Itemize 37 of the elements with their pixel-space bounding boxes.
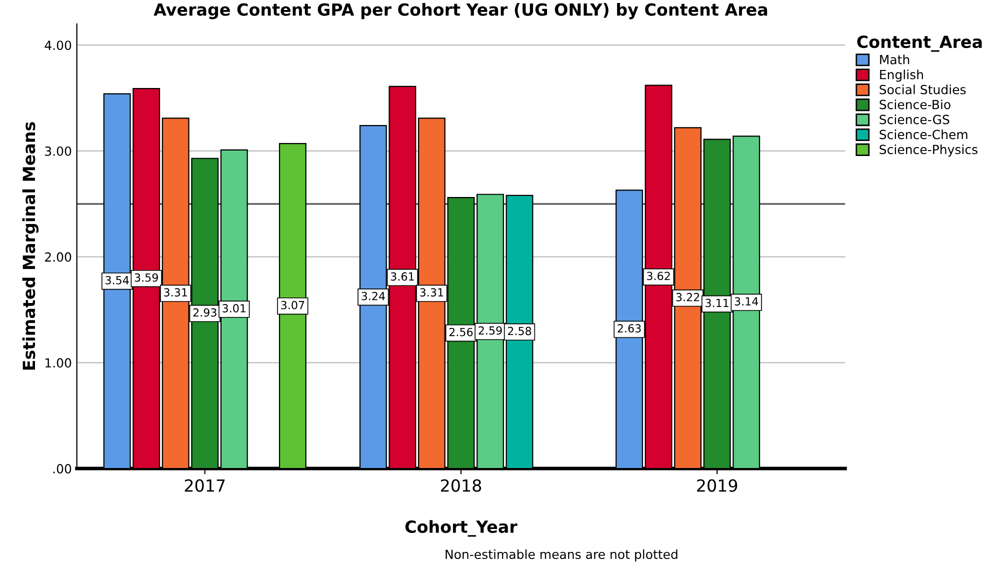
legend-label: Science-GS [880, 114, 950, 124]
x-tick-label: 2018 [440, 479, 482, 492]
data-label: 2.59 [478, 326, 502, 335]
data-label: 3.62 [647, 272, 670, 280]
y-axis-title: Estimated Marginal Means [22, 122, 39, 370]
y-tick-label: 1.00 [46, 358, 72, 368]
data-label: 3.22 [676, 292, 700, 302]
data-label: 2.63 [618, 324, 641, 333]
data-label: 2.56 [449, 328, 473, 336]
legend-label: Science-Chem [880, 130, 968, 140]
data-label: 2.93 [193, 308, 216, 317]
data-label: 3.01 [222, 304, 246, 312]
y-tick-label: .00 [53, 464, 72, 474]
x-tick-label: 2017 [184, 479, 225, 492]
data-label: 3.24 [362, 292, 385, 300]
legend-label: Science-Physics [880, 144, 978, 157]
data-label: 3.31 [164, 288, 187, 297]
legend-label: English [880, 70, 923, 82]
x-axis-title: Cohort_Year [405, 520, 518, 537]
data-label: 3.54 [106, 276, 129, 284]
data-label: 3.59 [134, 273, 158, 282]
legend-label: Math [880, 54, 910, 64]
data-label: 3.07 [281, 300, 304, 310]
data-label: 3.61 [390, 272, 414, 281]
x-tick-label: 2019 [697, 479, 738, 492]
data-label: 2.58 [508, 326, 532, 336]
data-label: 3.14 [734, 297, 758, 306]
y-tick-label: 3.00 [45, 146, 72, 156]
y-tick-label: 4.00 [44, 40, 72, 50]
text: Non-estimable means are not plotted [446, 549, 678, 562]
data-label: 3.31 [420, 288, 444, 297]
chart-title: Average Content GPA per Cohort Year (UG ONLY) by Content Area [154, 2, 768, 20]
legend-label: Social Studies [880, 84, 966, 94]
legend-label: Science-Bio [880, 100, 950, 110]
data-label: 3.11 [706, 298, 728, 308]
legend-title: Content_Area [857, 35, 982, 52]
y-tick-label: 2.00 [45, 252, 72, 262]
